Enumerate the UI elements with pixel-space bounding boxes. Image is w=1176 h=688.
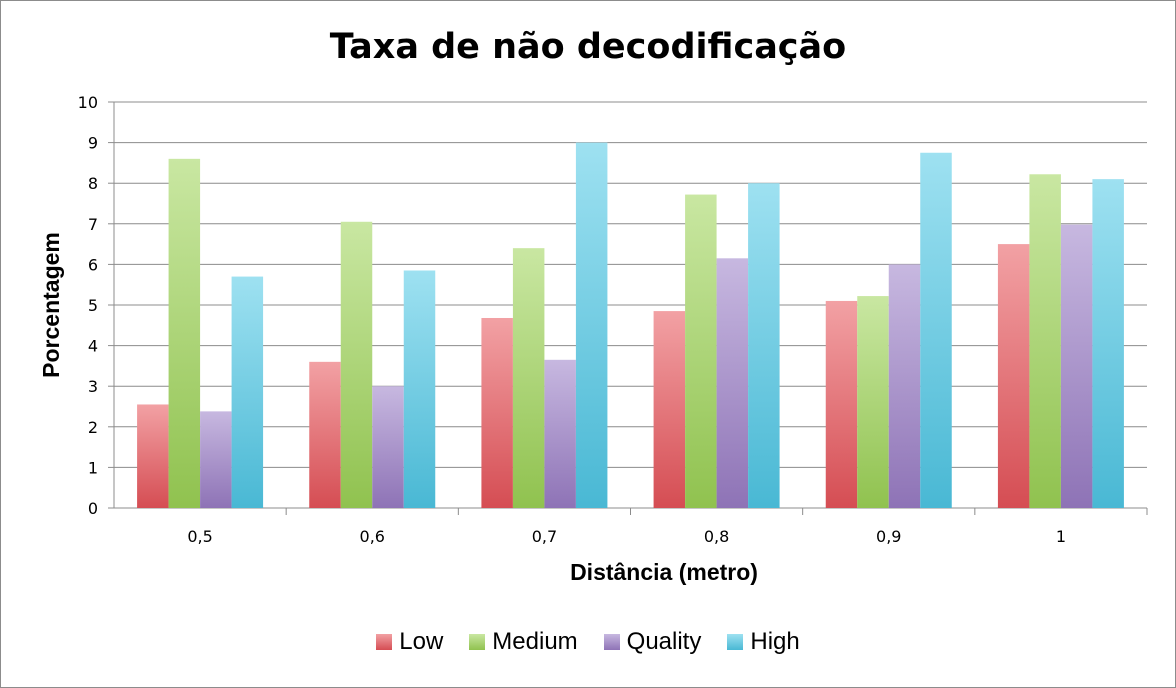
bar-quality-2 (544, 359, 576, 508)
bar-low-4 (825, 300, 858, 508)
bar-medium-4 (857, 296, 889, 508)
x-tick-label: 0,5 (187, 527, 212, 546)
bars (137, 142, 1124, 508)
bar-low-2 (481, 317, 513, 508)
bar-medium-0 (168, 158, 201, 508)
x-axis-title: Distância (metro) (570, 559, 758, 585)
bar-medium-1 (340, 221, 373, 508)
bar-quality-0 (200, 411, 232, 508)
y-axis-title: Porcentagem (38, 232, 64, 378)
legend-label: Quality (626, 628, 702, 655)
chart-title: Taxa de não decodificação (329, 27, 847, 67)
x-tick-label: 0,7 (532, 527, 557, 546)
bar-high-1 (403, 270, 436, 508)
bar-high-2 (575, 142, 608, 508)
legend-item-quality: Quality (603, 628, 702, 656)
y-tick-label: 3 (88, 377, 98, 396)
bar-high-5 (1092, 179, 1124, 508)
bar-quality-4 (888, 264, 921, 508)
bar-medium-5 (1029, 174, 1061, 508)
y-tick-label: 8 (88, 174, 98, 193)
bar-quality-5 (1060, 224, 1093, 508)
tick-labels: 0 1 2 3 4 5 6 7 8 9 10 0,5 0,6 0,7 0,8 0,9 1 (78, 93, 1066, 546)
legend-swatch (727, 634, 744, 650)
x-tick-label: 1 (1056, 527, 1066, 546)
bar-quality-3 (716, 258, 749, 508)
bar-low-5 (997, 244, 1030, 508)
y-tick-label: 4 (88, 337, 98, 356)
bar-medium-2 (512, 248, 545, 508)
legend: Low Medium Quality High (0, 628, 1176, 656)
y-tick-label: 1 (88, 458, 98, 477)
legend-item-low: Low (376, 628, 443, 656)
legend-item-medium: Medium (469, 628, 578, 656)
y-tick-label: 6 (88, 255, 98, 274)
bar-low-1 (309, 361, 341, 508)
bar-high-4 (920, 152, 952, 508)
y-tick-label: 2 (88, 418, 98, 437)
bar-low-0 (137, 404, 169, 508)
x-tick-label: 0,8 (704, 527, 729, 546)
legend-item-high: High (727, 628, 800, 656)
bar-high-0 (231, 276, 264, 508)
y-tick-label: 0 (88, 499, 98, 518)
y-tick-label: 10 (78, 93, 98, 112)
legend-swatch (603, 634, 620, 650)
bar-quality-1 (372, 386, 404, 508)
y-tick-label: 7 (88, 215, 98, 234)
legend-label: High (750, 628, 800, 655)
x-tick-label: 0,9 (876, 527, 901, 546)
bar-high-3 (748, 183, 780, 508)
legend-label: Medium (492, 628, 578, 655)
legend-label: Low (399, 628, 444, 655)
legend-swatch (376, 634, 393, 650)
gridlines (114, 101, 1147, 509)
bar-medium-3 (685, 194, 717, 508)
y-tick-label: 5 (88, 296, 98, 315)
bar-low-3 (653, 311, 686, 508)
y-tick-label: 9 (88, 134, 98, 153)
axes (108, 101, 1148, 515)
x-tick-label: 0,6 (360, 527, 385, 546)
legend-swatch (469, 634, 486, 650)
